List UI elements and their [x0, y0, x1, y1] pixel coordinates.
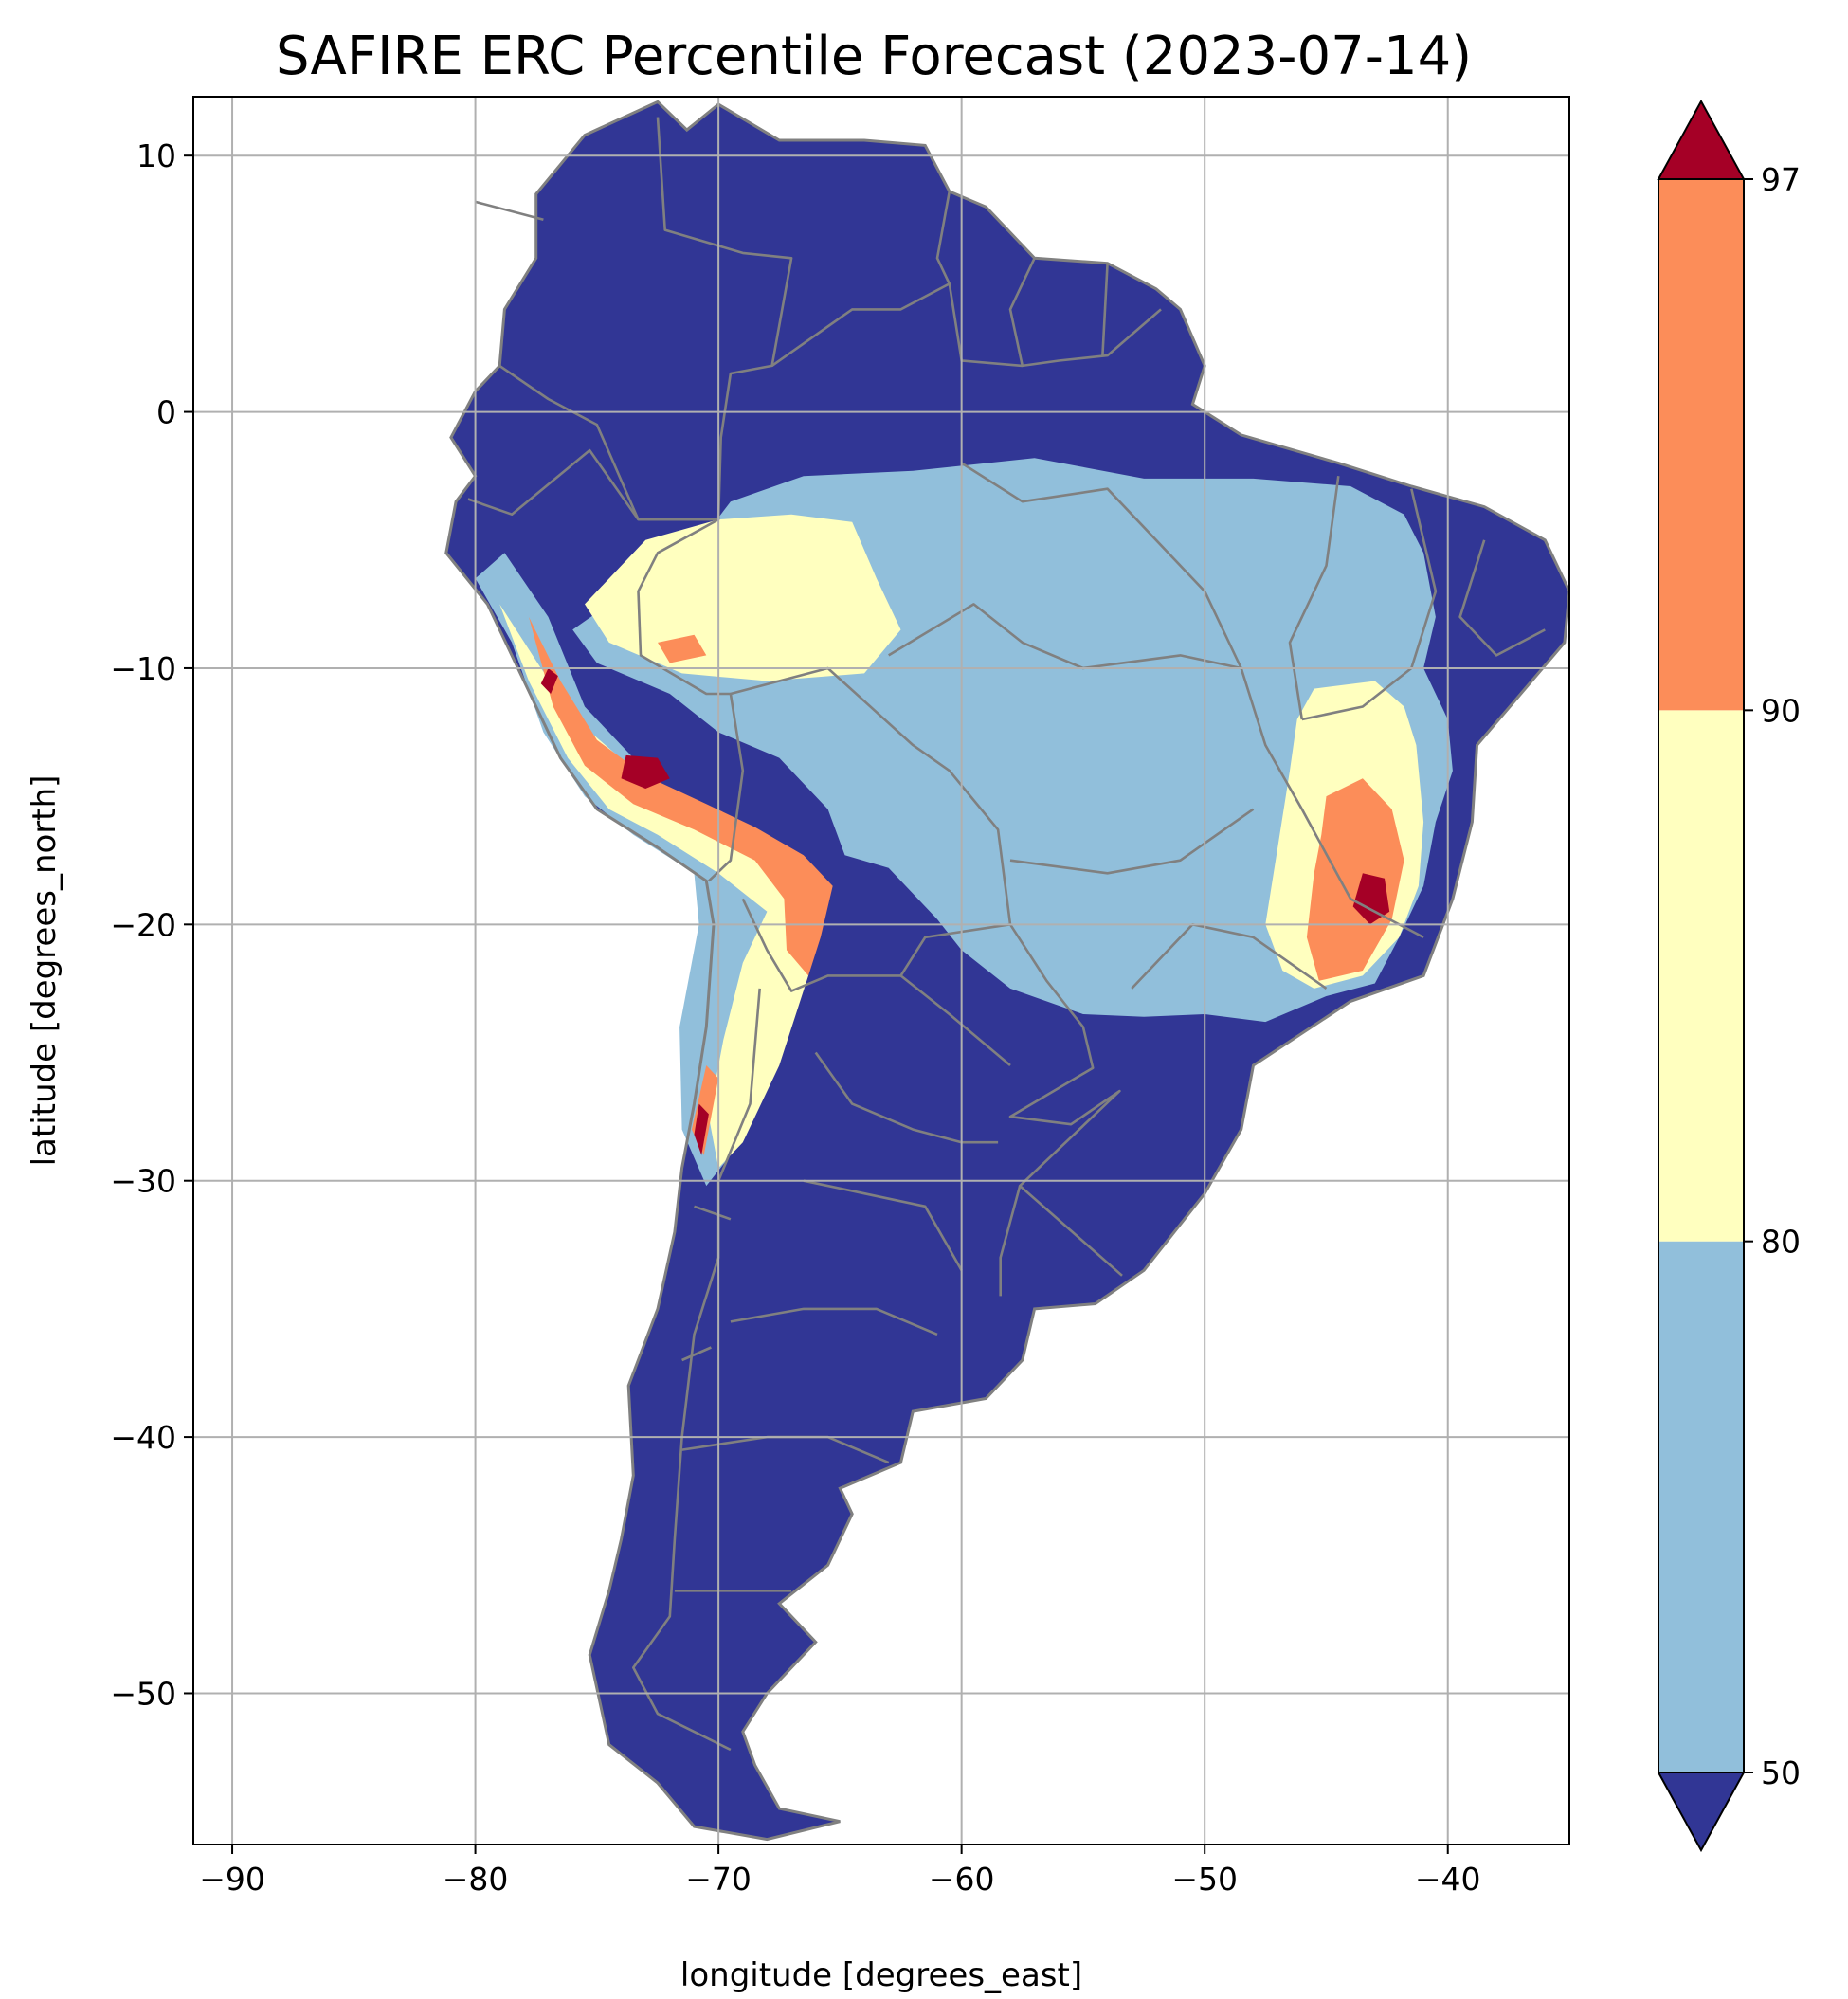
- colorbar-tick-label-2: 90: [1761, 692, 1801, 729]
- border-line-7: [899, 974, 1011, 1066]
- border-line-10: [935, 191, 951, 284]
- region-90-97-7: [658, 634, 707, 663]
- colorbar-band-2: [1658, 179, 1744, 711]
- border-line-11: [1008, 257, 1036, 367]
- region-above-97-11: [540, 668, 558, 694]
- border-line-6: [999, 1185, 1022, 1297]
- y-tick-label-4: −30: [110, 1163, 176, 1200]
- region-above-97-12: [694, 1103, 709, 1155]
- region-90-97-5: [1306, 778, 1404, 981]
- border-line-23: [730, 1307, 938, 1336]
- border-line-17: [1131, 923, 1328, 990]
- border-line-13: [475, 200, 544, 222]
- y-tick-label-5: −40: [110, 1419, 176, 1456]
- border-line-12: [1101, 263, 1109, 356]
- colorbar-frame: [1658, 178, 1745, 1773]
- border-line-3: [637, 518, 745, 882]
- x-tick-label-3: −60: [929, 1861, 995, 1898]
- border-line-22: [803, 1179, 963, 1271]
- region-above-97-10: [1352, 873, 1390, 925]
- y-tick-label-0: 10: [136, 137, 176, 174]
- y-axis-label: latitude [degrees_north]: [26, 775, 63, 1167]
- colorbar: 50 80 90 97: [1657, 99, 1801, 1853]
- x-axis: −90 −80 −70 −60 −50 −40: [199, 1845, 1481, 1898]
- x-axis-label: longitude [degrees_east]: [680, 1956, 1082, 1994]
- region-80-90-2: [585, 514, 901, 681]
- border-line-26: [694, 1205, 732, 1221]
- border-line-4: [730, 666, 1012, 992]
- border-line-27: [681, 1346, 712, 1362]
- border-line-20: [1458, 539, 1546, 657]
- x-tick-label-2: −70: [685, 1861, 752, 1898]
- y-tick-label-3: −20: [110, 906, 176, 943]
- border-line-21: [814, 1051, 999, 1144]
- plot-area: [192, 96, 1570, 1845]
- colorbar-band-1: [1658, 710, 1744, 1242]
- region-90-97-6: [529, 616, 833, 976]
- border-line-15: [888, 603, 1241, 670]
- map-layer: [444, 100, 1569, 1842]
- x-tick-label-1: −80: [443, 1861, 509, 1898]
- region-above-97-9: [621, 754, 670, 789]
- colorbar-tick-label-3: 97: [1761, 161, 1801, 198]
- x-tick-label-4: −50: [1171, 1861, 1238, 1898]
- y-tick-label-2: −10: [110, 650, 176, 687]
- x-tick-label-5: −40: [1415, 1861, 1481, 1898]
- colorbar-tick-label-0: 50: [1761, 1754, 1801, 1791]
- plot-frame: [192, 96, 1570, 1845]
- chart-title: SAFIRE ERC Percentile Forecast (2023-07-…: [276, 26, 1472, 87]
- colorbar-tick-label-1: 80: [1761, 1224, 1801, 1261]
- colorbar-band-0: [1658, 1241, 1744, 1772]
- border-line-5: [1008, 923, 1123, 1277]
- border-line-16: [1009, 808, 1255, 875]
- coastline: [444, 100, 1569, 1842]
- y-axis: 10 0 −10 −20 −30 −40 −50: [110, 137, 193, 1712]
- x-tick-label-0: −90: [199, 1861, 265, 1898]
- y-tick-label-1: 0: [156, 394, 176, 431]
- border-line-2: [467, 448, 719, 521]
- border-line-18: [1288, 476, 1340, 720]
- border-line-14: [961, 462, 1424, 939]
- percentile-regions: [475, 458, 1453, 1187]
- y-tick-label-6: −50: [110, 1675, 176, 1712]
- gridlines: [193, 97, 1569, 1845]
